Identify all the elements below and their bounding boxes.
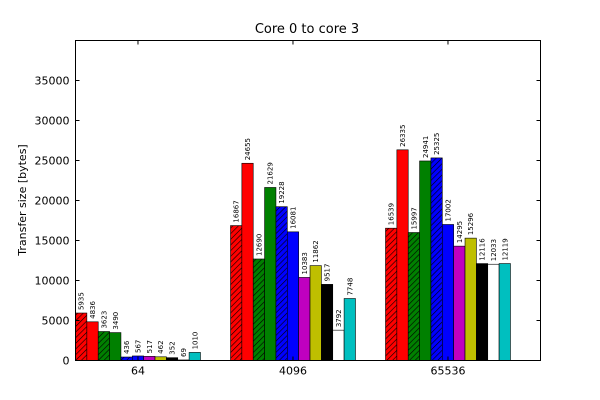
chart-title: Core 0 to core 3 (255, 22, 359, 37)
bar (120, 356, 133, 361)
bar-data-label: 3792 (335, 309, 343, 327)
bar-data-label: 462 (157, 340, 165, 353)
bar-data-label: 3623 (100, 311, 108, 329)
y-tick-label: 10000 (35, 275, 70, 288)
bar-data-label: 17002 (444, 199, 452, 221)
bar-data-label: 16081 (289, 207, 297, 229)
y-tick-label: 20000 (35, 195, 70, 208)
bar (252, 258, 265, 361)
x-tick-label: 65536 (430, 365, 465, 378)
bar-data-label: 21629 (267, 162, 275, 184)
bar (441, 224, 454, 361)
bar-data-label: 4836 (89, 300, 97, 318)
bar (487, 263, 500, 361)
bar (298, 277, 311, 361)
bar-data-label: 14295 (456, 221, 464, 243)
plot-frame (75, 40, 541, 361)
bar (286, 231, 299, 361)
bar (476, 263, 489, 361)
y-axis-label: Transfer size [bytes] (16, 144, 29, 256)
bar-data-label: 26335 (399, 125, 407, 147)
bar (419, 160, 432, 361)
bar (264, 187, 277, 361)
x-tick-label: 64 (131, 365, 145, 378)
bar-data-label: 16867 (233, 200, 241, 222)
bars-group (75, 149, 511, 361)
bar-data-label: 9517 (324, 264, 332, 282)
bar-data-label: 69 (180, 348, 188, 357)
bar-data-label: 12033 (490, 239, 498, 261)
y-tick-label: 15000 (35, 235, 70, 248)
y-axis-ticks: 0 5000 10000 15000 20000 25000 30000 35000 (35, 75, 541, 368)
bar (309, 265, 322, 361)
bar-data-label: 352 (169, 341, 177, 354)
bar (275, 206, 288, 361)
x-tick-label: 4096 (279, 365, 307, 378)
bar (241, 162, 254, 361)
bar (188, 352, 201, 361)
bar-data-label: 15997 (410, 207, 418, 229)
bar (343, 298, 356, 361)
bar-data-label: 7748 (346, 278, 354, 296)
bar-data-label: 24655 (244, 138, 252, 160)
bar (321, 284, 334, 361)
bar-data-label: 436 (123, 340, 131, 354)
bar (143, 356, 156, 361)
bar-data-label: 3490 (112, 312, 120, 330)
y-tick-label: 30000 (35, 115, 70, 128)
bar-data-label: 16539 (388, 203, 396, 225)
bar (109, 332, 122, 361)
bar-data-label: 11862 (312, 240, 320, 262)
bar (396, 149, 409, 361)
y-tick-label: 0 (63, 355, 70, 368)
bar (430, 157, 443, 361)
bar (385, 227, 398, 361)
bar (230, 225, 243, 361)
bar-data-label: 567 (134, 340, 142, 353)
y-tick-label: 5000 (42, 315, 70, 328)
bar (407, 232, 420, 361)
bar-data-label: 12690 (255, 234, 263, 256)
bar-data-label: 12116 (479, 238, 487, 261)
bar (464, 237, 477, 361)
bar-data-label: 1010 (191, 332, 199, 350)
bar (498, 263, 511, 361)
bar (97, 331, 110, 361)
bar-data-label: 10383 (301, 252, 309, 274)
bar (154, 356, 167, 361)
bar-data-label: 25325 (433, 133, 441, 155)
bar-data-label: 19228 (278, 181, 286, 203)
bar-data-label: 24941 (422, 136, 430, 158)
x-axis-ticks: 64 4096 65536 (131, 40, 465, 378)
bar-data-label: 5935 (78, 292, 86, 310)
bar (453, 245, 466, 361)
y-tick-label: 25000 (35, 155, 70, 168)
bar (86, 321, 99, 361)
bar-data-label: 15296 (467, 212, 475, 235)
y-tick-label: 35000 (35, 75, 70, 88)
bar (332, 329, 345, 361)
bar-data-label: 517 (146, 340, 154, 353)
bar-data-label: 12119 (501, 238, 509, 260)
